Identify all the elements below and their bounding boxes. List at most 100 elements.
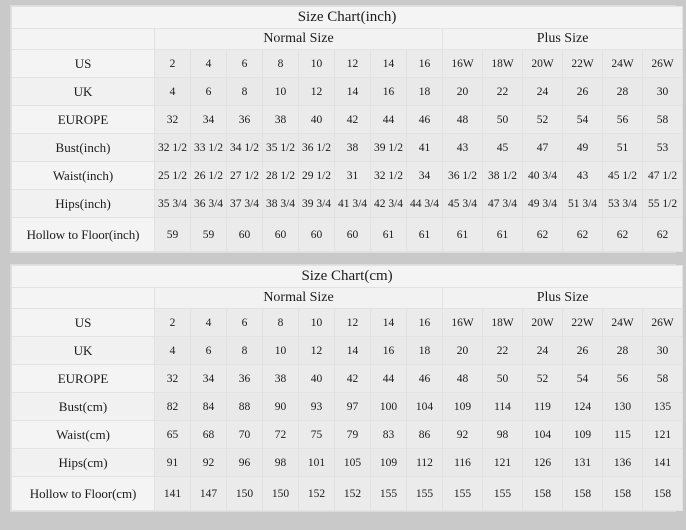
table-cell: 6 xyxy=(226,49,263,78)
table-cell: 36 xyxy=(226,364,263,393)
table-cell: 79 xyxy=(334,420,371,449)
table-cell: 72 xyxy=(262,420,299,449)
table-row: Bust(cm) 82 84 88 90 93 97 100 104 109 114 119 124 13… xyxy=(11,392,684,421)
table-cell: 54 xyxy=(562,105,603,134)
table-cell: 37 3/4 xyxy=(226,189,263,218)
table-cell: 100 xyxy=(370,392,407,421)
table-cell: 43 xyxy=(562,161,603,190)
table-cell: 10 xyxy=(298,49,335,78)
table-cell: 10 xyxy=(262,336,299,365)
table-cell: 49 xyxy=(562,133,603,162)
table-cell: 42 3/4 xyxy=(370,189,407,218)
table-cell: 22W xyxy=(562,308,603,337)
table-cell: 112 xyxy=(406,448,443,477)
size-chart-cm-table: Size Chart(cm) Normal Size Plus Size US 2 4 6 8… xyxy=(10,265,684,511)
table-cell: 121 xyxy=(482,448,523,477)
table-cell: 152 xyxy=(298,476,335,511)
table-cell: 34 xyxy=(190,364,227,393)
table-cell: 14 xyxy=(370,308,407,337)
row-label-hollow-to-floorcm: Hollow to Floor(cm) xyxy=(11,476,155,511)
table-cell: 60 xyxy=(262,217,299,252)
table-row: Waist(inch) 25 1/2 26 1/2 27 1/2 28 1/2 29 1/… xyxy=(11,161,684,190)
size-chart-cm-block: Size Chart(cm) Normal Size Plus Size US 2 4 6 8… xyxy=(10,264,684,512)
table-cell: 26W xyxy=(641,308,684,337)
table-cell: 42 xyxy=(334,105,371,134)
table-cell: 36 1/2 xyxy=(442,161,483,190)
table-cell: 40 xyxy=(298,105,335,134)
table-cell: 62 xyxy=(562,217,603,252)
table-cell: 124 xyxy=(562,392,603,421)
table-cell: 82 xyxy=(154,392,191,421)
table-cell: 20W xyxy=(522,308,563,337)
table-cell: 150 xyxy=(226,476,263,511)
table-cell: 41 3/4 xyxy=(334,189,371,218)
table-cell: 91 xyxy=(154,448,191,477)
table-cell: 44 xyxy=(370,364,407,393)
table-cell: 38 xyxy=(334,133,371,162)
table-cell: 32 1/2 xyxy=(154,133,191,162)
table-row: Waist(cm) 65 68 70 72 75 79 83 86 92 98 104 109 115 12… xyxy=(11,420,684,449)
table-cell: 88 xyxy=(226,392,263,421)
table-cell: 56 xyxy=(602,105,643,134)
table-cell: 12 xyxy=(298,336,335,365)
table-cell: 44 xyxy=(370,105,407,134)
chart-title-row: Size Chart(cm) xyxy=(10,265,684,288)
table-cell: 14 xyxy=(370,49,407,78)
table-cell: 30 xyxy=(641,77,684,106)
table-row: US 2 4 6 8 10 12 14 16 16W 18W 20W 22W 24W 26W xyxy=(11,49,684,78)
table-cell: 22 xyxy=(482,336,523,365)
group-header-plus-size: Plus Size xyxy=(441,287,684,309)
table-cell: 104 xyxy=(522,420,563,449)
table-cell: 114 xyxy=(482,392,523,421)
table-cell: 105 xyxy=(334,448,371,477)
row-label-europe: EUROPE xyxy=(11,364,155,393)
row-label-bustinch: Bust(inch) xyxy=(11,133,155,162)
table-cell: 45 xyxy=(482,133,523,162)
table-cell: 86 xyxy=(406,420,443,449)
table-cell: 50 xyxy=(482,364,523,393)
table-cell: 18 xyxy=(406,336,443,365)
table-cell: 43 xyxy=(442,133,483,162)
table-cell: 104 xyxy=(406,392,443,421)
table-cell: 2 xyxy=(154,49,191,78)
table-cell: 4 xyxy=(154,336,191,365)
table-cell: 20W xyxy=(522,49,563,78)
table-cell: 53 xyxy=(641,133,684,162)
table-cell: 61 xyxy=(370,217,407,252)
table-cell: 6 xyxy=(226,308,263,337)
table-cell: 58 xyxy=(641,364,684,393)
size-chart-inch-body: Size Chart(inch) Normal Size Plus Size US 2 4… xyxy=(10,6,684,252)
table-cell: 10 xyxy=(298,308,335,337)
group-header-normal-size: Normal Size xyxy=(154,287,443,309)
chart-title: Size Chart(inch) xyxy=(10,6,684,29)
table-cell: 24 xyxy=(522,336,563,365)
group-header-normal-size: Normal Size xyxy=(154,28,443,50)
table-cell: 131 xyxy=(562,448,603,477)
table-cell: 109 xyxy=(562,420,603,449)
table-cell: 60 xyxy=(298,217,335,252)
table-row: EUROPE 32 34 36 38 40 42 44 46 48 50 52 54 56 58 xyxy=(11,105,684,134)
table-cell: 48 xyxy=(442,364,483,393)
table-cell: 54 xyxy=(562,364,603,393)
table-cell: 51 xyxy=(602,133,643,162)
table-cell: 29 1/2 xyxy=(298,161,335,190)
table-row: Bust(inch) 32 1/2 33 1/2 34 1/2 35 1/2 36 1/2… xyxy=(11,133,684,162)
table-cell: 158 xyxy=(602,476,643,511)
table-cell: 30 xyxy=(641,336,684,365)
table-cell: 119 xyxy=(522,392,563,421)
table-cell: 155 xyxy=(442,476,483,511)
table-cell: 155 xyxy=(406,476,443,511)
table-cell: 8 xyxy=(262,308,299,337)
table-cell: 47 3/4 xyxy=(482,189,523,218)
table-cell: 18W xyxy=(482,308,523,337)
table-cell: 55 1/2 xyxy=(641,189,684,218)
row-label-europe: EUROPE xyxy=(11,105,155,134)
size-chart-inch-table: Size Chart(inch) Normal Size Plus Size US 2 4… xyxy=(10,6,684,252)
table-cell: 62 xyxy=(641,217,684,252)
table-cell: 16 xyxy=(370,77,407,106)
size-chart-cm-body: Size Chart(cm) Normal Size Plus Size US 2 4 6 8… xyxy=(10,265,684,511)
table-cell: 26 xyxy=(562,77,603,106)
table-cell: 41 xyxy=(406,133,443,162)
table-cell: 50 xyxy=(482,105,523,134)
table-cell: 8 xyxy=(262,49,299,78)
